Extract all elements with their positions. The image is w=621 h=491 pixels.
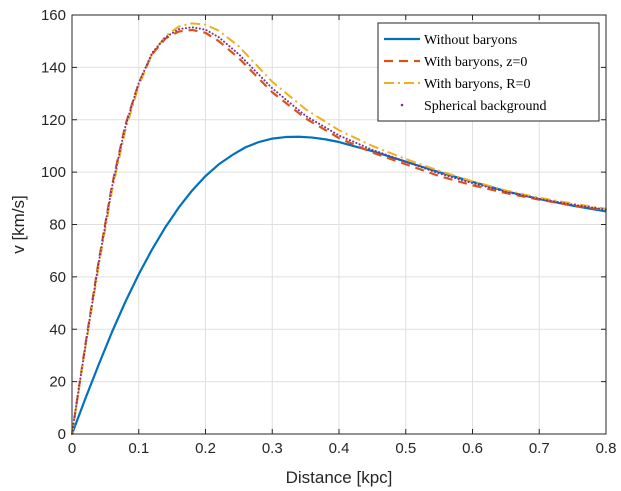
legend-entry: With baryons, R=0	[424, 77, 531, 92]
x-axis-ticks: 0 0.1 0.2 0.3 0.4 0.5 0.6 0.7 0.8	[68, 15, 617, 457]
y-tick-label: 140	[41, 59, 66, 76]
legend-entry: Spherical background	[424, 99, 546, 114]
legend-entry: Without baryons	[424, 33, 517, 48]
y-tick-label: 160	[41, 7, 66, 24]
y-tick-label: 40	[49, 321, 66, 338]
y-tick-label: 120	[41, 112, 66, 129]
series-line-3	[71, 22, 607, 435]
y-tick-label: 0	[58, 426, 66, 443]
y-tick-label: 80	[49, 217, 66, 234]
x-tick-label: 0.3	[262, 440, 283, 457]
x-tick-label: 0.4	[329, 440, 350, 457]
x-tick-label: 0	[68, 440, 76, 457]
legend: Without baryons With baryons, z=0 With bar…	[377, 22, 600, 122]
series-line-4	[71, 26, 607, 435]
x-axis-label: Distance [kpc]	[286, 468, 393, 487]
x-tick-label: 0.2	[195, 440, 216, 457]
y-tick-label: 60	[49, 269, 66, 286]
x-tick-label: 0.6	[462, 440, 483, 457]
x-tick-label: 0.5	[395, 440, 416, 457]
legend-swatch	[400, 103, 404, 107]
legend-entry: With baryons, z=0	[424, 55, 527, 70]
x-tick-label: 0.7	[529, 440, 550, 457]
y-tick-label: 20	[49, 374, 66, 391]
x-tick-label: 0.1	[128, 440, 149, 457]
y-axis-label: v [km/s]	[9, 195, 28, 254]
series-lines	[70, 22, 607, 435]
x-tick-label: 0.8	[596, 440, 617, 457]
y-axis-ticks: 0 20 40 60 80 100 120 140 160	[41, 7, 606, 443]
y-tick-label: 100	[41, 164, 66, 181]
series-line-2	[70, 28, 607, 435]
